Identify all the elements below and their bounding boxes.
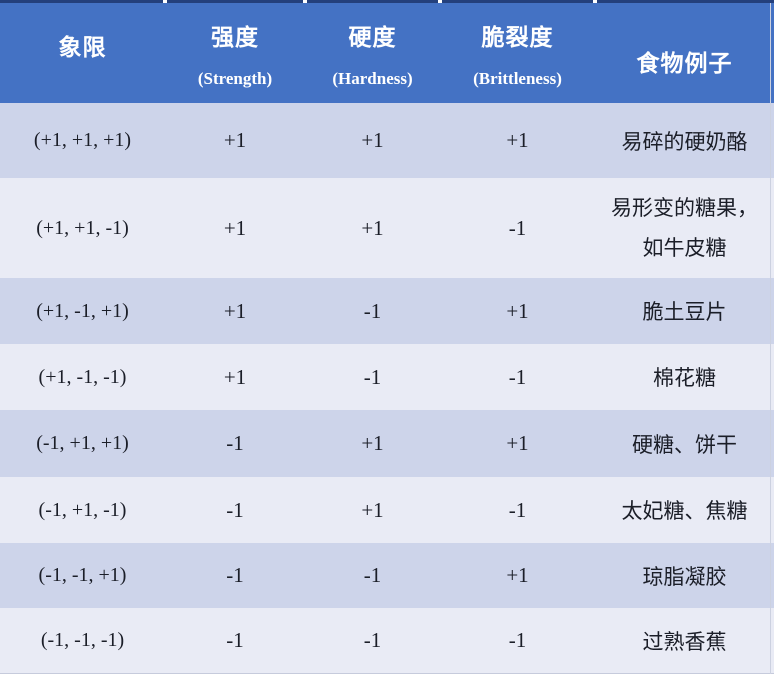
table-row: (+1, +1, -1) +1 +1 -1 易形变的糖果， 如牛皮糖 — [0, 178, 774, 278]
table-header-row: 象限 强度 (Strength) 硬度 (Hardness) 脆裂度 (Brit… — [0, 3, 774, 103]
cell-hardness: -1 — [363, 628, 382, 652]
header-hardness: 硬度 (Hardness) — [305, 3, 440, 103]
column-boundary-tick — [593, 0, 597, 3]
cell-brittleness: +1 — [506, 128, 529, 152]
cell-quadrant: (+1, +1, +1) — [33, 129, 132, 151]
column-boundary-tick — [163, 0, 167, 3]
header-strength-cn: 强度 — [211, 24, 259, 50]
cell-example: 太妃糖、焦糖 — [621, 499, 748, 523]
header-brittleness: 脆裂度 (Brittleness) — [440, 3, 595, 103]
cell-brittleness: +1 — [506, 298, 529, 323]
cell-brittleness: -1 — [508, 628, 527, 652]
cell-example: 硬糖、饼干 — [632, 432, 737, 457]
table-right-border — [770, 3, 771, 674]
cell-strength: -1 — [226, 431, 244, 455]
cell-quadrant: (-1, +1, -1) — [38, 498, 127, 521]
cell-brittleness: -1 — [508, 215, 527, 240]
column-boundary-tick — [303, 0, 307, 3]
cell-example: 脆土豆片 — [642, 300, 727, 324]
cell-strength: +1 — [223, 215, 247, 240]
cell-brittleness: +1 — [506, 431, 529, 455]
cell-brittleness: -1 — [508, 364, 527, 389]
cell-example: 琼脂凝胶 — [642, 564, 727, 589]
table-row: (+1, -1, +1) +1 -1 +1 脆土豆片 — [0, 278, 774, 344]
table-bottom-border — [0, 673, 774, 674]
cell-quadrant: (-1, +1, +1) — [36, 432, 129, 454]
cell-example-multiline: 易形变的糖果， 如牛皮糖 — [611, 188, 758, 268]
header-hardness-en: (Hardness) — [332, 68, 413, 88]
header-strength: 强度 (Strength) — [165, 3, 305, 103]
cell-quadrant: (+1, +1, -1) — [36, 216, 129, 239]
table-row: (-1, -1, -1) -1 -1 -1 过熟香蕉 — [0, 608, 774, 673]
cell-example: 过熟香蕉 — [642, 629, 727, 654]
cell-hardness: +1 — [361, 431, 384, 455]
cell-hardness: -1 — [363, 364, 382, 389]
cell-example: 易形变的糖果， 如牛皮糖 — [595, 178, 774, 278]
cell-hardness: +1 — [361, 215, 384, 240]
cell-strength: +1 — [223, 364, 247, 389]
table-top-border — [0, 0, 774, 3]
header-quadrant: 象限 — [0, 3, 165, 103]
cell-strength: +1 — [223, 128, 247, 152]
cell-hardness: -1 — [363, 298, 382, 323]
cell-quadrant: (-1, -1, +1) — [38, 564, 127, 586]
table-row: (-1, -1, +1) -1 -1 +1 琼脂凝胶 — [0, 543, 774, 608]
cell-strength: -1 — [226, 628, 244, 652]
header-example: 食物例子 — [595, 3, 774, 103]
food-texture-table: 象限 强度 (Strength) 硬度 (Hardness) 脆裂度 (Brit… — [0, 3, 774, 673]
cell-brittleness: -1 — [508, 497, 527, 522]
cell-example-line1: 易形变的糖果， — [611, 196, 758, 220]
cell-hardness: +1 — [361, 128, 384, 152]
header-brittleness-en: (Brittleness) — [473, 68, 562, 88]
header-hardness-cn: 硬度 — [348, 24, 397, 50]
cell-strength: +1 — [223, 298, 247, 323]
cell-example: 棉花糖 — [653, 366, 716, 390]
header-brittleness-cn: 脆裂度 — [481, 24, 554, 50]
table-row: (-1, +1, +1) -1 +1 +1 硬糖、饼干 — [0, 410, 774, 477]
cell-strength: -1 — [226, 497, 244, 522]
cell-hardness: -1 — [363, 563, 382, 587]
cell-hardness: +1 — [361, 497, 384, 522]
table-row: (+1, -1, -1) +1 -1 -1 棉花糖 — [0, 344, 774, 410]
cell-example-line2: 如牛皮糖 — [642, 236, 727, 260]
column-boundary-tick — [438, 0, 442, 3]
cell-brittleness: +1 — [506, 563, 529, 587]
cell-strength: -1 — [226, 563, 244, 587]
header-quadrant-label: 象限 — [58, 35, 107, 60]
table-row: (-1, +1, -1) -1 +1 -1 太妃糖、焦糖 — [0, 477, 774, 543]
cell-quadrant: (+1, -1, -1) — [38, 365, 127, 388]
header-strength-en: (Strength) — [197, 68, 273, 88]
cell-quadrant: (+1, -1, +1) — [36, 299, 129, 322]
header-example-label: 食物例子 — [636, 51, 733, 76]
table-row: (+1, +1, +1) +1 +1 +1 易碎的硬奶酪 — [0, 103, 774, 178]
cell-example: 易碎的硬奶酪 — [621, 129, 748, 154]
cell-quadrant: (-1, -1, -1) — [40, 629, 125, 651]
